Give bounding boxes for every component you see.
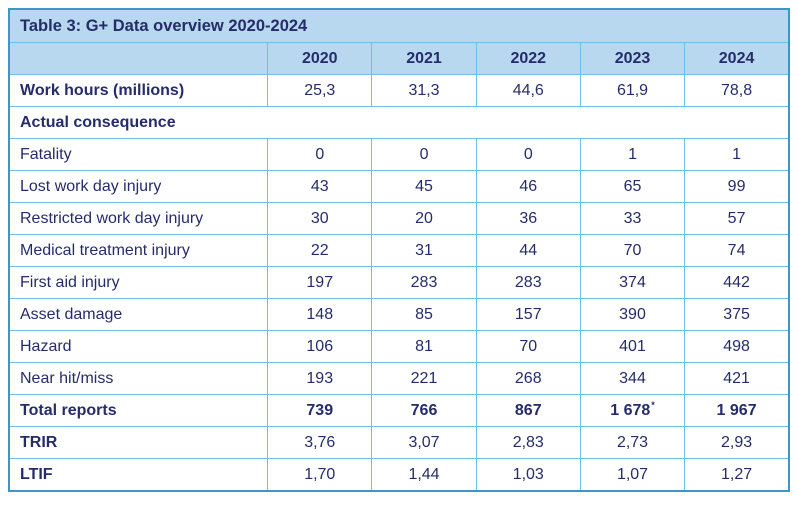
value-cell: 36 xyxy=(475,202,581,235)
table-row: Medical treatment injury 22 31 44 70 74 xyxy=(8,234,790,267)
value-cell: 70 xyxy=(475,330,581,363)
value-cell: 344 xyxy=(579,362,686,395)
section-row: Actual consequence xyxy=(8,106,790,139)
section-label: Actual consequence xyxy=(8,106,790,139)
value-cell: 157 xyxy=(475,298,581,331)
value-cell: 44 xyxy=(475,234,581,267)
value-cell: 1 678* xyxy=(579,394,686,427)
table-row: Total reports 739 766 867 1 678* 1 967 xyxy=(8,394,790,427)
value-cell: 1,07 xyxy=(579,458,686,492)
table-row: Fatality 0 0 0 1 1 xyxy=(8,138,790,171)
value-cell: 85 xyxy=(371,298,477,331)
value-cell: 3,07 xyxy=(371,426,477,459)
value-cell: 81 xyxy=(371,330,477,363)
table-row: Lost work day injury 43 45 46 65 99 xyxy=(8,170,790,203)
value-cell: 99 xyxy=(684,170,790,203)
table-title: Table 3: G+ Data overview 2020-2024 xyxy=(8,8,790,43)
value-cell: 78,8 xyxy=(684,74,790,107)
table-body: Work hours (millions) 25,3 31,3 44,6 61,9 78,… xyxy=(8,74,790,492)
table-row: Asset damage 148 85 157 390 375 xyxy=(8,298,790,331)
row-label: Work hours (millions) xyxy=(8,74,269,107)
year-header-2022: 2022 xyxy=(475,42,581,75)
value-cell: 1,27 xyxy=(684,458,790,492)
value-cell: 1,70 xyxy=(267,458,373,492)
value-cell: 193 xyxy=(267,362,373,395)
value-cell: 106 xyxy=(267,330,373,363)
row-label: LTIF xyxy=(8,458,269,492)
value-cell: 44,6 xyxy=(475,74,581,107)
value-cell: 401 xyxy=(579,330,686,363)
value-cell: 375 xyxy=(684,298,790,331)
value-cell: 30 xyxy=(267,202,373,235)
value-cell: 442 xyxy=(684,266,790,299)
table-row: Hazard 106 81 70 401 498 xyxy=(8,330,790,363)
value-cell: 1 xyxy=(684,138,790,171)
table-row: TRIR 3,76 3,07 2,83 2,73 2,93 xyxy=(8,426,790,459)
value-cell: 31 xyxy=(371,234,477,267)
value-cell: 70 xyxy=(579,234,686,267)
value-cell: 45 xyxy=(371,170,477,203)
row-label: Fatality xyxy=(8,138,269,171)
value-cell: 221 xyxy=(371,362,477,395)
value-cell: 3,76 xyxy=(267,426,373,459)
row-label: Restricted work day injury xyxy=(8,202,269,235)
value-cell: 867 xyxy=(475,394,581,427)
value-cell: 43 xyxy=(267,170,373,203)
value-cell: 2,93 xyxy=(684,426,790,459)
row-label: Total reports xyxy=(8,394,269,427)
year-header-row: 2020 2021 2022 2023 2024 xyxy=(8,42,790,75)
value-cell: 390 xyxy=(579,298,686,331)
value-cell: 1 xyxy=(579,138,686,171)
value-cell: 421 xyxy=(684,362,790,395)
row-label: Near hit/miss xyxy=(8,362,269,395)
value-cell: 197 xyxy=(267,266,373,299)
table-row: Near hit/miss 193 221 268 344 421 xyxy=(8,362,790,395)
g-plus-data-overview-table: Table 3: G+ Data overview 2020-2024 2020… xyxy=(8,8,790,492)
value-cell: 739 xyxy=(267,394,373,427)
row-label: Lost work day injury xyxy=(8,170,269,203)
value-cell: 33 xyxy=(579,202,686,235)
table-row: First aid injury 197 283 283 374 442 xyxy=(8,266,790,299)
year-header-2024: 2024 xyxy=(684,42,790,75)
year-header-2020: 2020 xyxy=(267,42,373,75)
value-cell: 1,03 xyxy=(475,458,581,492)
value-cell: 283 xyxy=(475,266,581,299)
value-cell: 0 xyxy=(371,138,477,171)
value-cell: 31,3 xyxy=(371,74,477,107)
row-label: First aid injury xyxy=(8,266,269,299)
table-row: LTIF 1,70 1,44 1,03 1,07 1,27 xyxy=(8,458,790,492)
value-cell: 0 xyxy=(267,138,373,171)
value-cell: 2,83 xyxy=(475,426,581,459)
value-cell: 20 xyxy=(371,202,477,235)
value-cell: 148 xyxy=(267,298,373,331)
table-title-row: Table 3: G+ Data overview 2020-2024 xyxy=(8,8,790,43)
value-cell: 46 xyxy=(475,170,581,203)
value-cell: 74 xyxy=(684,234,790,267)
value-cell: 61,9 xyxy=(579,74,686,107)
value-cell: 1,44 xyxy=(371,458,477,492)
value-cell: 498 xyxy=(684,330,790,363)
row-label: Asset damage xyxy=(8,298,269,331)
footnote-marker: * xyxy=(651,400,655,411)
value-cell: 22 xyxy=(267,234,373,267)
row-label: Medical treatment injury xyxy=(8,234,269,267)
value-cell: 268 xyxy=(475,362,581,395)
table-row: Work hours (millions) 25,3 31,3 44,6 61,9 78,… xyxy=(8,74,790,107)
table-row: Restricted work day injury 30 20 36 33 57 xyxy=(8,202,790,235)
value-cell: 57 xyxy=(684,202,790,235)
value-cell: 25,3 xyxy=(267,74,373,107)
row-label: TRIR xyxy=(8,426,269,459)
value-cell: 2,73 xyxy=(579,426,686,459)
header-empty-cell xyxy=(8,42,269,75)
value-cell: 374 xyxy=(579,266,686,299)
value-cell: 283 xyxy=(371,266,477,299)
year-header-2023: 2023 xyxy=(579,42,686,75)
row-label: Hazard xyxy=(8,330,269,363)
value-cell: 65 xyxy=(579,170,686,203)
value-cell: 766 xyxy=(371,394,477,427)
value-cell: 0 xyxy=(475,138,581,171)
value-cell: 1 967 xyxy=(684,394,790,427)
year-header-2021: 2021 xyxy=(371,42,477,75)
